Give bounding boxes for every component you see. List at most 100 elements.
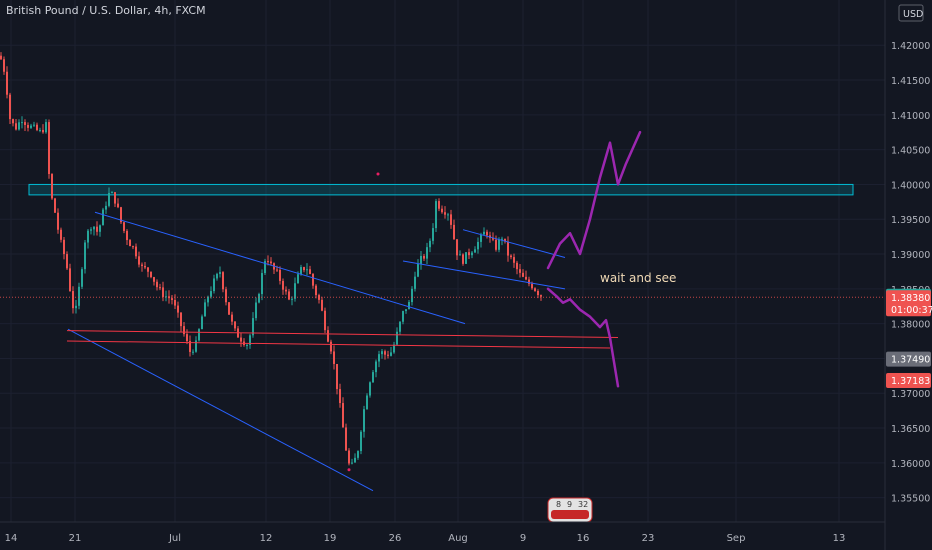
- trendline[interactable]: [67, 328, 374, 492]
- candle-up: [21, 122, 23, 124]
- support-line[interactable]: [66, 330, 619, 339]
- candle-up: [390, 352, 392, 356]
- candle-down: [153, 277, 155, 282]
- candle-down: [0, 55, 2, 60]
- candle-down: [12, 119, 14, 124]
- candle-up: [45, 122, 47, 133]
- candle-up: [432, 228, 434, 241]
- trendline[interactable]: [94, 211, 466, 325]
- watermark-digit: 8: [556, 500, 561, 509]
- candle-down: [303, 267, 305, 271]
- candle-up: [210, 291, 212, 297]
- candle-down: [513, 257, 515, 263]
- candle-down: [126, 230, 128, 241]
- candle-up: [90, 229, 92, 231]
- y-tick-label: 1.35500: [891, 494, 930, 505]
- candle-down: [171, 298, 173, 300]
- candle-up: [366, 395, 368, 410]
- badge-text-level-grey: 1.37490: [891, 355, 930, 366]
- candle-up: [258, 294, 260, 303]
- candle-up: [255, 302, 257, 319]
- chart-title: British Pound / U.S. Dollar, 4h, FXCM: [6, 4, 206, 17]
- candle-down: [96, 226, 98, 232]
- support-line[interactable]: [66, 340, 611, 349]
- candle-up: [381, 351, 383, 355]
- candle-down: [279, 269, 281, 281]
- candle-down: [51, 174, 53, 199]
- candle-down: [42, 129, 44, 133]
- candle-up: [252, 318, 254, 336]
- candle-up: [459, 254, 461, 256]
- candle-up: [483, 231, 485, 235]
- candle-down: [438, 201, 440, 209]
- candle-down: [315, 285, 317, 296]
- candle-up: [399, 321, 401, 332]
- badge-level-red[interactable]: [886, 373, 931, 389]
- badge-text-current-price: 1.38380: [891, 293, 930, 304]
- candle-down: [468, 252, 470, 256]
- candle-down: [231, 314, 233, 322]
- x-tick-label: 26: [389, 533, 402, 544]
- candle-down: [234, 321, 236, 329]
- candle-down: [222, 272, 224, 290]
- x-axis-background: [0, 522, 932, 550]
- badge-text-current-price: 01:00:37: [891, 305, 932, 316]
- candle-down: [138, 256, 140, 265]
- trendline[interactable]: [462, 229, 566, 259]
- currency-box[interactable]: [898, 4, 924, 22]
- trendline[interactable]: [402, 260, 566, 290]
- candle-down: [147, 267, 149, 272]
- bearish-projection[interactable]: [546, 287, 620, 388]
- badge-level-grey[interactable]: [886, 351, 931, 367]
- candle-down: [144, 265, 146, 268]
- candle-down: [309, 269, 311, 274]
- bullish-projection[interactable]: [546, 130, 642, 270]
- candle-up: [207, 296, 209, 303]
- candle-up: [246, 344, 248, 346]
- candle-down: [141, 264, 143, 266]
- resistance-zone[interactable]: [28, 183, 854, 196]
- candle-down: [288, 291, 290, 300]
- candle-down: [348, 450, 350, 464]
- x-tick-label: 21: [69, 533, 82, 544]
- candle-down: [162, 287, 164, 297]
- candle-up: [81, 269, 83, 287]
- candle-down: [123, 222, 125, 231]
- candle-down: [342, 403, 344, 428]
- candle-down: [444, 212, 446, 215]
- candle-down: [36, 124, 38, 131]
- candle-up: [75, 305, 77, 309]
- badge-current-price[interactable]: [886, 290, 931, 317]
- candle-up: [18, 122, 20, 130]
- annotation-wait-and-see: wait and see: [600, 271, 676, 285]
- candle-down: [462, 254, 464, 264]
- x-tick-label: Jul: [168, 533, 181, 544]
- candle-down: [69, 268, 71, 292]
- candle-up: [474, 249, 476, 253]
- candle-up: [30, 125, 32, 128]
- candle-down: [57, 212, 59, 230]
- candle-up: [378, 354, 380, 362]
- candle-down: [117, 203, 119, 208]
- candle-down: [9, 94, 11, 120]
- x-tick-label: 14: [5, 533, 18, 544]
- candle-up: [105, 205, 107, 210]
- y-tick-label: 1.40500: [891, 146, 930, 157]
- y-tick-label: 1.39000: [891, 250, 930, 261]
- candle-down: [129, 240, 131, 247]
- candle-down: [441, 208, 443, 213]
- candle-down: [312, 273, 314, 286]
- candle-up: [93, 226, 95, 230]
- small-mark: [347, 468, 351, 472]
- candle-down: [270, 261, 272, 264]
- candle-down: [537, 290, 539, 296]
- candle-up: [480, 234, 482, 242]
- candle-up: [204, 302, 206, 317]
- candle-up: [39, 129, 41, 131]
- candle-up: [249, 335, 251, 345]
- candle-down: [285, 289, 287, 292]
- candle-up: [420, 255, 422, 264]
